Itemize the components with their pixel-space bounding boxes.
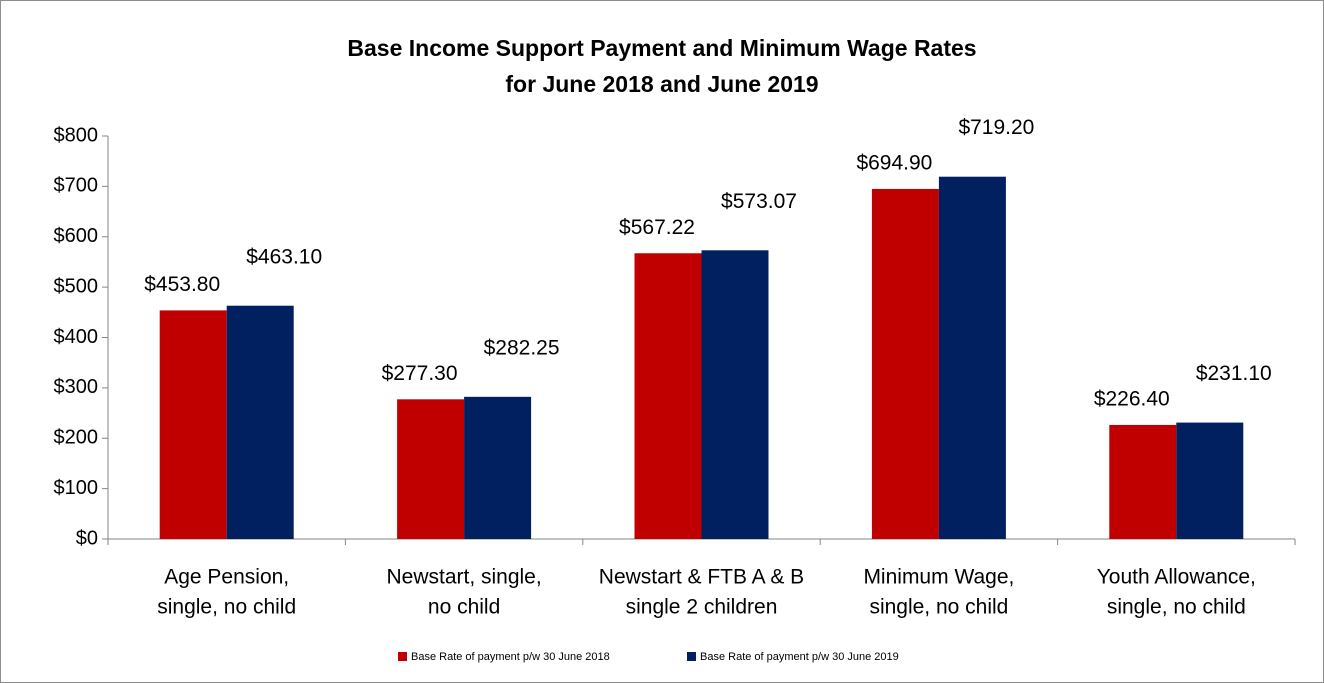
chart-title: Base Income Support Payment and Minimum …: [347, 35, 976, 61]
x-tick-label: no child: [428, 596, 500, 619]
y-tick-label: $400: [54, 326, 99, 348]
legend-label: Base Rate of payment p/w 30 June 2018: [411, 651, 610, 663]
value-label: $282.25: [484, 336, 560, 359]
bar: [938, 176, 1006, 539]
value-label: $694.90: [856, 151, 932, 174]
value-label: $231.10: [1196, 362, 1272, 385]
value-label: $719.20: [958, 116, 1034, 139]
bar: [397, 399, 465, 539]
value-label: $573.07: [721, 190, 797, 213]
bar: [1109, 424, 1177, 539]
value-label: $226.40: [1094, 387, 1170, 410]
y-tick-label: $600: [54, 225, 99, 247]
x-tick-label: single, no child: [869, 596, 1008, 619]
legend-swatch: [687, 652, 696, 661]
chart-title: for June 2018 and June 2019: [505, 71, 818, 97]
bar: [634, 253, 702, 539]
bar: [159, 310, 227, 539]
legend-swatch: [398, 652, 407, 661]
y-tick-label: $500: [54, 275, 99, 297]
y-tick-label: $700: [54, 175, 99, 197]
legend-label: Base Rate of payment p/w 30 June 2019: [700, 651, 899, 663]
x-tick-label: Age Pension,: [164, 566, 289, 589]
bar: [1176, 422, 1244, 539]
bar: [701, 250, 769, 540]
bar: [464, 396, 532, 539]
bar: [871, 188, 939, 539]
x-tick-label: single, no child: [1107, 596, 1246, 619]
y-tick-label: $200: [54, 427, 99, 449]
y-tick-label: $100: [54, 477, 99, 499]
x-tick-label: Newstart, single,: [386, 566, 541, 589]
x-tick-label: Minimum Wage,: [863, 566, 1014, 589]
value-label: $277.30: [382, 362, 458, 385]
y-tick-label: $800: [54, 124, 99, 146]
value-label: $463.10: [246, 245, 322, 268]
y-tick-label: $0: [76, 527, 98, 549]
y-tick-label: $300: [54, 376, 99, 398]
value-label: $453.80: [144, 273, 220, 296]
x-tick-label: Newstart & FTB A & B: [599, 566, 804, 589]
value-label: $567.22: [619, 216, 695, 239]
x-tick-label: single, no child: [157, 596, 296, 619]
bar: [226, 305, 294, 539]
x-tick-label: single 2 children: [626, 596, 778, 619]
x-tick-label: Youth Allowance,: [1097, 566, 1256, 589]
